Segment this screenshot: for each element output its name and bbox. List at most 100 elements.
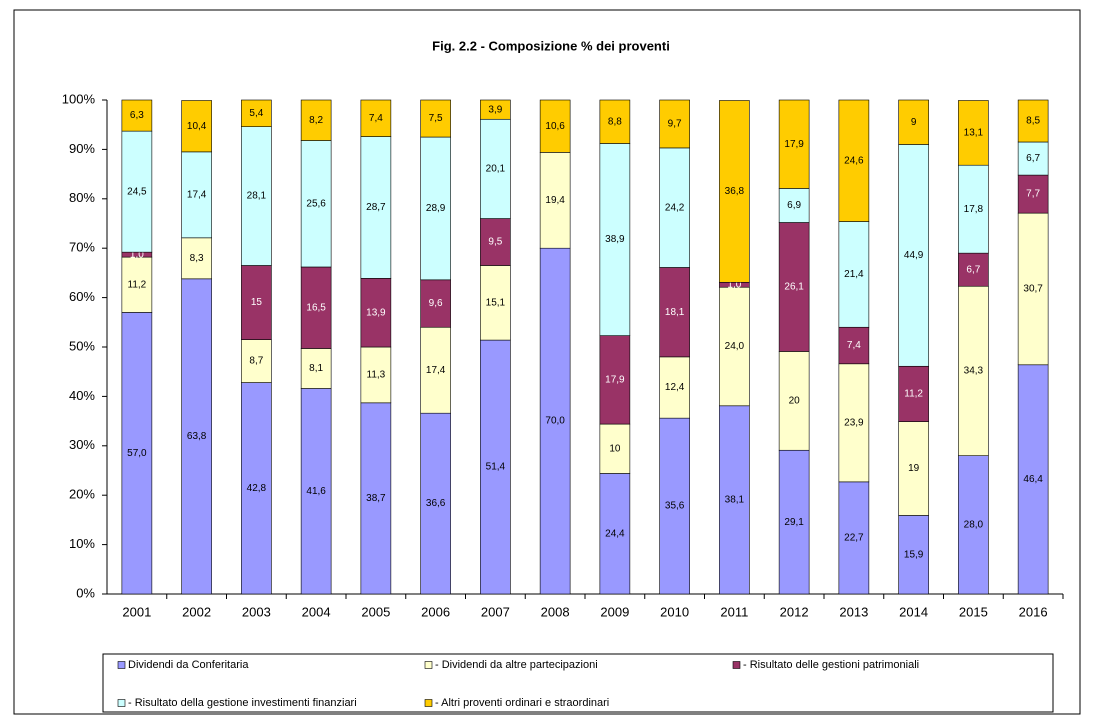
bar-segment [838, 221, 870, 328]
value-label: 11,2 [128, 279, 147, 290]
y-tick-label: 60% [69, 289, 95, 304]
value-label: 11,3 [367, 370, 386, 381]
value-label: 9,5 [488, 237, 502, 248]
value-label: 24,2 [665, 202, 685, 213]
y-tick-label: 50% [69, 338, 95, 353]
x-tick-label: 2003 [242, 604, 271, 619]
legend-label: Dividendi da Conferitaria [128, 659, 249, 671]
bar-segment [838, 326, 870, 365]
bar-segment [539, 99, 571, 153]
bar-segment [898, 99, 929, 145]
value-label: 28,0 [964, 519, 984, 530]
value-label: 24,5 [127, 186, 147, 197]
y-tick-label: 80% [69, 190, 95, 205]
value-label: 6,7 [966, 264, 980, 275]
value-label: 10,4 [187, 121, 207, 132]
legend-frame [102, 653, 1054, 713]
y-tick-label: 20% [69, 487, 95, 502]
value-label: 70,0 [545, 416, 565, 427]
x-tick-label: 2008 [541, 604, 570, 619]
value-label: 25,6 [306, 198, 326, 209]
bar-segment [181, 151, 212, 239]
bar-segment [420, 326, 451, 414]
bar-segment [838, 363, 870, 483]
bar-segment [599, 423, 631, 474]
bar-segment [480, 265, 511, 341]
legend-swatch [424, 661, 433, 669]
value-label: 7,7 [1026, 189, 1040, 200]
legend-swatch [732, 661, 741, 669]
y-tick-label: 10% [69, 536, 95, 551]
value-label: 28,1 [247, 191, 267, 202]
value-label: 13,9 [366, 307, 386, 318]
value-label: 17,4 [426, 365, 446, 376]
value-label: 8,5 [1026, 116, 1040, 127]
value-label: 24,4 [605, 528, 625, 539]
x-tick-label: 2011 [720, 604, 748, 619]
x-tick-label: 2016 [1019, 604, 1048, 619]
value-label: 38,7 [366, 493, 386, 504]
x-tick-label: 2013 [839, 604, 868, 619]
value-label: 35,6 [665, 501, 685, 512]
bar-segment [719, 100, 750, 283]
bar-segment [778, 99, 810, 189]
y-tick-label: 70% [69, 240, 95, 255]
legend-label: - Risultato delle gestioni patrimoniali [743, 659, 919, 671]
x-tick-label: 2005 [361, 604, 390, 619]
bar-segment [181, 100, 212, 153]
value-label: 36,8 [725, 186, 745, 197]
bar-segment [898, 144, 929, 367]
bar-segment [778, 188, 810, 223]
bar-segment [599, 143, 631, 336]
bar-segment [898, 421, 929, 516]
value-label: 6,7 [1026, 153, 1040, 164]
bar-segment [778, 351, 810, 451]
value-label: 8,1 [309, 363, 323, 374]
value-label: 8,7 [249, 356, 263, 367]
value-label: 42,8 [247, 483, 267, 494]
x-tick-label: 2009 [600, 604, 629, 619]
value-label: 6,9 [787, 200, 801, 211]
value-label: 38,9 [605, 234, 625, 245]
x-tick-label: 2010 [660, 604, 689, 619]
value-label: 46,4 [1023, 474, 1043, 485]
value-label: 6,3 [130, 110, 144, 121]
bar-segment [121, 256, 153, 313]
value-label: 24,6 [844, 155, 864, 166]
x-tick-label: 2006 [421, 604, 450, 619]
value-label: 22,7 [844, 533, 864, 544]
value-label: 21,4 [844, 269, 864, 280]
bar-segment [659, 99, 690, 149]
bar-segment [659, 147, 690, 268]
value-label: 24,0 [725, 341, 745, 352]
value-label: 8,2 [309, 115, 323, 126]
bar-segment [420, 412, 451, 595]
value-label: 28,7 [366, 202, 386, 213]
bar-segment [300, 388, 332, 595]
bar-segment [719, 286, 750, 407]
value-label: 34,3 [964, 366, 984, 377]
value-label: 41,6 [306, 486, 326, 497]
bar-segment [958, 164, 989, 254]
bar-segment [539, 247, 571, 595]
value-label: 44,9 [904, 250, 924, 261]
value-label: 7,4 [847, 340, 861, 351]
y-tick-label: 100% [62, 91, 96, 106]
bar-segment [241, 265, 272, 340]
value-label: 17,9 [605, 374, 625, 385]
bar-segment [300, 140, 332, 268]
value-label: 17,8 [964, 204, 984, 215]
bar-segment [480, 99, 511, 120]
value-label: 15 [251, 297, 263, 308]
y-tick-label: 90% [69, 141, 95, 156]
chart-title: Fig. 2.2 - Composizione % dei proventi [432, 38, 670, 53]
bar-segment [1017, 212, 1049, 366]
value-label: 1,0 [727, 279, 741, 290]
value-label: 51,4 [486, 462, 506, 473]
bar-segment [778, 222, 810, 352]
x-tick-label: 2015 [959, 604, 988, 619]
value-label: 1,0 [130, 249, 144, 260]
value-label: 8,3 [190, 253, 204, 264]
bar-segment [300, 266, 332, 349]
bar-segment [300, 99, 332, 141]
